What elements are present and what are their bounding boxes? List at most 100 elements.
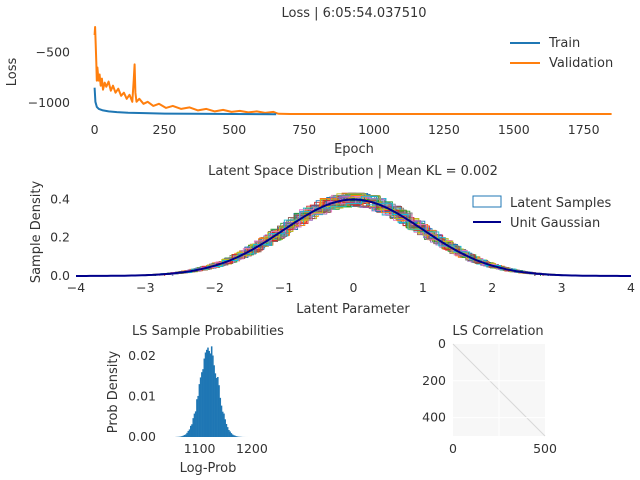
log-prob-bar [201,372,203,437]
latent-y-tick: 0.2 [50,230,70,245]
log-prob-bar [204,352,207,437]
log-prob-bar [198,384,201,437]
log-prob-bar [217,376,219,437]
log-prob-bar [181,436,183,437]
loss-legend: Train Validation [510,36,613,71]
latent-sample-histogram [123,201,591,277]
log-prob-bar [192,418,194,437]
loss-y-tick: −500 [36,44,70,59]
loss-x-tick: 250 [153,122,177,137]
loss-x-tick: 1750 [568,122,600,137]
log-prob-bar [221,411,224,437]
latent-legend: Latent Samples Unit Gaussian [472,195,612,231]
sample-prob-y-tick: 0.01 [128,389,156,404]
loss-chart-title: Loss | 6:05:54.037510 [281,6,426,21]
loss-series-validation [93,26,612,115]
loss-x-tick: 500 [222,122,246,137]
log-prob-bar [228,430,230,437]
latent-sample-histogram [111,200,609,277]
sample-prob-x-tick: 1100 [184,441,216,456]
log-prob-bar [196,399,198,437]
latent-x-tick: −2 [206,280,224,295]
log-prob-bar [230,433,233,437]
log-prob-bar [183,434,186,437]
loss-chart: Loss | 6:05:54.037510 0 250 500 750 1000 1250… [5,6,613,157]
latent-sample-histogram [94,201,607,277]
log-prob-bar [214,373,217,437]
latent-y-tick: 0.0 [50,268,70,283]
log-prob-bar [191,424,193,437]
latent-x-tick: 3 [558,280,566,295]
latent-chart-title: Latent Space Distribution | Mean KL = 0.… [208,164,498,179]
log-prob-bar [197,395,199,437]
log-prob-bar [205,349,208,437]
loss-x-tick: 750 [292,122,316,137]
legend-label-validation: Validation [549,56,613,71]
log-prob-bar [226,427,229,437]
log-prob-bar [190,425,192,437]
log-prob-bar [231,434,234,437]
sample-prob-x-axis-label: Log-Prob [180,461,237,476]
unit-gaussian-curve [76,198,631,277]
legend-label-train: Train [548,36,580,51]
log-prob-bar [223,413,225,437]
correlation-title: LS Correlation [452,324,543,339]
log-prob-bar [207,347,209,437]
legend-label-latent-samples: Latent Samples [510,196,612,211]
loss-x-tick: 1250 [428,122,460,137]
log-prob-bar [218,385,220,437]
latent-sample-histogram [113,195,579,277]
log-prob-bar [199,377,202,437]
log-prob-bar [208,350,210,437]
log-prob-bar [225,423,228,437]
loss-y-tick: −1000 [28,95,70,110]
loss-x-tick: 1500 [498,122,530,137]
latent-y-axis-label: Sample Density [29,181,44,284]
log-prob-bar [188,429,191,437]
sample-prob-y-axis-label: Prob Density [106,350,121,433]
log-prob-bar [210,346,213,437]
log-prob-bar [236,436,239,437]
latent-x-tick: −4 [67,280,85,295]
log-prob-bar [187,430,190,437]
correlation-y-tick: 0 [438,336,446,351]
log-prob-bar [224,419,226,437]
log-prob-bar [219,397,222,437]
latent-x-tick: 4 [627,280,635,295]
sample-probabilities-chart: LS Sample Probabilities 1100 1200 0.00 0.01… [106,324,284,476]
latent-x-tick: −1 [275,280,293,295]
latent-distribution-chart: Latent Space Distribution | Mean KL = 0.… [29,164,635,317]
log-prob-bar [235,436,238,437]
log-prob-bar [213,365,215,437]
log-prob-bar [234,435,236,437]
latent-x-tick: 0 [350,280,358,295]
correlation-y-tick: 400 [422,410,446,425]
log-prob-bar [203,358,206,437]
latent-y-tick: 0.4 [50,191,70,206]
log-prob-bar [220,405,223,437]
log-prob-bar [185,434,187,437]
legend-swatch-latent-samples [472,195,502,208]
latent-x-tick: 1 [419,280,427,295]
legend-label-unit-gaussian: Unit Gaussian [510,216,600,231]
ls-correlation-heatmap: LS Correlation 0 500 0 200 400 [422,324,557,456]
log-prob-bar [182,435,185,437]
log-prob-bar [194,411,197,437]
correlation-y-tick: 200 [422,373,446,388]
loss-series-train [93,87,277,116]
latent-sample-histogram [129,198,568,276]
log-prob-bar [180,436,182,437]
log-prob-bar [186,432,188,437]
loss-x-tick: 0 [91,122,99,137]
latent-x-axis-label: Latent Parameter [296,302,410,317]
sample-prob-y-tick: 0.02 [128,348,156,363]
log-prob-bar [229,431,231,437]
log-prob-bar [202,369,204,437]
correlation-x-tick: 0 [449,441,457,456]
loss-y-axis-label: Loss [5,58,20,87]
latent-x-tick: 2 [488,280,496,295]
loss-x-tick: 1000 [358,122,390,137]
log-prob-bar [215,377,218,437]
log-prob-bar [233,435,235,437]
